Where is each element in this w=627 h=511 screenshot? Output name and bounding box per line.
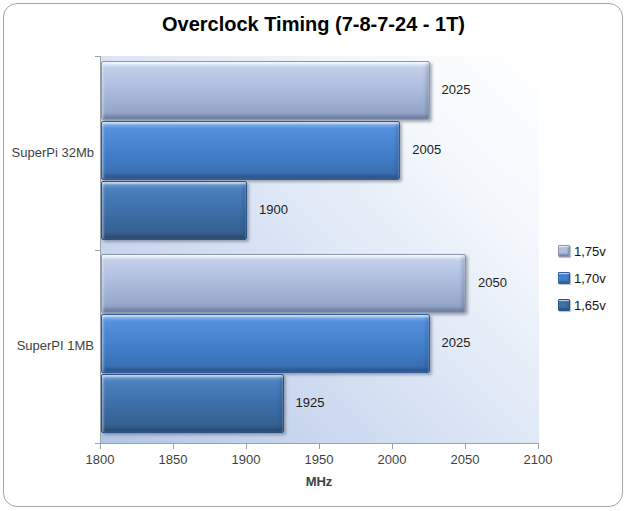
x-axis-tick-label: 1800 bbox=[70, 452, 130, 467]
bar-1,70v-SuperPI 1MB bbox=[101, 314, 430, 373]
bar-value-label: 2025 bbox=[442, 82, 471, 97]
legend-item-1,75v: 1,75v bbox=[558, 243, 606, 259]
bar-value-label: 1925 bbox=[296, 395, 325, 410]
chart-screenshot: { "chart_data": { "type": "bar", "orient… bbox=[0, 0, 627, 511]
category-axis-tick bbox=[95, 250, 100, 251]
bar-1,65v-SuperPi 32Mb bbox=[101, 181, 247, 240]
legend-item-1,65v: 1,65v bbox=[558, 297, 606, 313]
x-axis-tick bbox=[173, 444, 174, 449]
x-axis-tick-label: 2100 bbox=[508, 452, 568, 467]
legend-swatch-icon bbox=[558, 272, 570, 284]
bar-value-label: 2005 bbox=[412, 142, 441, 157]
bar-1,75v-SuperPI 1MB bbox=[101, 254, 466, 313]
x-axis-tick-label: 1950 bbox=[289, 452, 349, 467]
bar-value-label: 2025 bbox=[442, 335, 471, 350]
x-axis-tick bbox=[465, 444, 466, 449]
x-axis-tick bbox=[246, 444, 247, 449]
x-axis-tick-label: 1900 bbox=[216, 452, 276, 467]
legend-swatch-icon bbox=[558, 299, 570, 311]
bar-value-label: 1900 bbox=[259, 202, 288, 217]
chart-title: Overclock Timing (7-8-7-24 - 1T) bbox=[0, 13, 627, 36]
bar-value-label: 2050 bbox=[478, 275, 507, 290]
x-axis-tick bbox=[100, 444, 101, 449]
x-axis-tick bbox=[538, 444, 539, 449]
bar-1,65v-SuperPI 1MB bbox=[101, 374, 284, 433]
x-axis-tick-label: 2050 bbox=[435, 452, 495, 467]
legend-item-1,70v: 1,70v bbox=[558, 270, 606, 286]
legend-label: 1,75v bbox=[574, 244, 606, 259]
legend-swatch-icon bbox=[558, 245, 570, 257]
category-label: SuperPI 1MB bbox=[6, 338, 94, 353]
legend-label: 1,65v bbox=[574, 298, 606, 313]
x-axis-title: MHz bbox=[100, 474, 538, 489]
bar-1,70v-SuperPi 32Mb bbox=[101, 121, 400, 180]
x-axis-tick bbox=[319, 444, 320, 449]
category-axis-tick bbox=[95, 56, 100, 57]
category-label: SuperPi 32Mb bbox=[6, 145, 94, 160]
x-axis-tick-label: 1850 bbox=[143, 452, 203, 467]
legend-label: 1,70v bbox=[574, 271, 606, 286]
bar-1,75v-SuperPi 32Mb bbox=[101, 61, 430, 120]
x-axis-tick bbox=[392, 444, 393, 449]
x-axis-tick-label: 2000 bbox=[362, 452, 422, 467]
plot-area: 2025 2005 1900 2050 2025 1925 bbox=[100, 56, 539, 444]
